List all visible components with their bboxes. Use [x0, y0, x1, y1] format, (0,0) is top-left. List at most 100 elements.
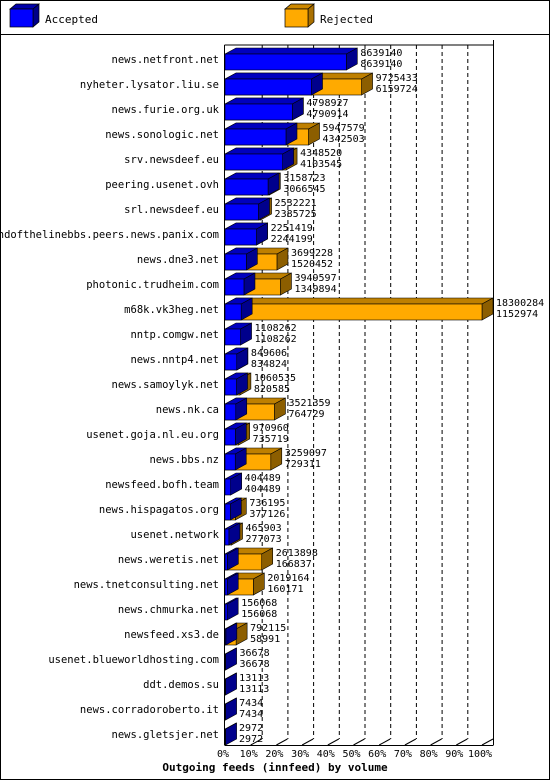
- bar-accepted: [224, 222, 268, 246]
- offered-value-label: 2972: [239, 723, 263, 734]
- offered-value-label: 2532221: [275, 198, 317, 209]
- bar-row: [224, 47, 358, 71]
- bar-row: [224, 622, 248, 646]
- category-label: news.sonologic.net: [105, 129, 219, 141]
- category-label: news.nk.ca: [156, 404, 219, 416]
- grid-floor-line: [456, 738, 468, 746]
- x-tick-label: 90%: [445, 749, 463, 760]
- bar-row: [224, 197, 272, 221]
- accepted-value-label: 36678: [240, 659, 270, 670]
- offered-value-label: 13113: [239, 673, 269, 684]
- offered-value-label: 156068: [241, 598, 277, 609]
- offered-value-label: 4798927: [306, 98, 348, 109]
- grid-floor-line: [301, 738, 314, 746]
- x-tick-label: 60%: [368, 749, 386, 760]
- accepted-value-label: 1520452: [291, 259, 333, 270]
- bar-row: [224, 322, 252, 346]
- bar-accepted: [224, 122, 298, 146]
- bar-accepted: [224, 372, 248, 396]
- bar-row: [224, 722, 237, 746]
- category-labels: news.netfront.net nyheter.lysator.liu.se n…: [0, 54, 220, 741]
- bar-accepted-front: [224, 453, 236, 471]
- bar-row: [224, 647, 237, 671]
- bar-row: [224, 597, 239, 621]
- legend-accepted-label: Accepted: [45, 13, 98, 26]
- offered-value-label: 4348520: [300, 148, 342, 159]
- accepted-value-label: 404489: [245, 484, 281, 495]
- category-label: srv.newsdeef.eu: [124, 154, 219, 166]
- bar-row: [224, 347, 249, 371]
- bar-accepted-top: [224, 72, 323, 80]
- bar-accepted: [224, 722, 237, 746]
- accepted-value-label: 1108262: [255, 334, 297, 345]
- x-tick-label: 30%: [291, 749, 309, 760]
- offered-value-label: 3259097: [285, 448, 327, 459]
- category-label: news.bbs.nz: [149, 454, 219, 466]
- category-label: ddt.demos.su: [143, 679, 219, 691]
- category-label: news.tnetconsulting.net: [74, 579, 219, 591]
- bar-accepted-front: [224, 428, 236, 446]
- bar-accepted-front: [224, 703, 226, 721]
- x-tick-label: 50%: [342, 749, 360, 760]
- accepted-value-label: 156068: [241, 609, 277, 620]
- grid-floor-line: [327, 738, 340, 746]
- category-label: news.corradoroberto.it: [80, 704, 219, 716]
- accepted-value-label: 834824: [251, 359, 287, 370]
- bar-row: [224, 672, 237, 696]
- offered-value-label: 970960: [253, 423, 289, 434]
- x-tick-label: 20%: [265, 749, 283, 760]
- bars: [224, 47, 494, 746]
- category-label: news.dne3.net: [137, 254, 219, 266]
- bar-accepted-front: [224, 153, 283, 171]
- bar-accepted-top: [224, 122, 298, 130]
- category-label: photonic.trudheim.com: [86, 279, 219, 291]
- offered-value-label: 2019164: [267, 573, 309, 584]
- bar-accepted: [224, 172, 280, 196]
- bar-accepted-front: [224, 78, 312, 96]
- offered-value-label: 792115: [250, 623, 286, 634]
- bar-row: [224, 172, 281, 196]
- category-label: newsfeed.bofh.team: [105, 479, 219, 491]
- accepted-value-label: 13113: [239, 684, 269, 695]
- bar-accepted-front: [224, 253, 247, 271]
- bar-accepted: [224, 247, 258, 271]
- accepted-value-label: 166837: [276, 559, 312, 570]
- bar-accepted: [224, 422, 247, 446]
- accepted-value-label: 735719: [253, 434, 289, 445]
- category-label: usenet.network: [130, 529, 219, 541]
- x-tick-label: 100%: [468, 749, 492, 760]
- bar-accepted: [224, 147, 294, 171]
- x-axis-ticks: 0% 10% 20% 30% 40% 50% 60% 70% 80% 90% 100%: [217, 749, 492, 760]
- bar-rejected: [224, 297, 494, 321]
- bar-accepted-front: [224, 378, 237, 396]
- category-label: news.samoylyk.net: [112, 379, 219, 391]
- offered-value-label: 3521359: [288, 398, 330, 409]
- bar-row: [224, 397, 286, 421]
- bar-accepted-front: [224, 653, 226, 671]
- bar-accepted: [224, 572, 239, 596]
- bar-accepted: [224, 697, 237, 721]
- accepted-value-label: 820585: [254, 384, 290, 395]
- category-label: nntp.comgw.net: [130, 329, 219, 341]
- grid-floor-line: [353, 738, 365, 746]
- bar-accepted-front: [224, 553, 228, 571]
- grid-floor-line: [481, 738, 494, 746]
- legend: Accepted Rejected: [9, 3, 373, 28]
- category-label: news.nntp4.net: [130, 354, 219, 366]
- x-tick-label: 0%: [217, 749, 229, 760]
- bar-row: [224, 372, 252, 396]
- bar-accepted: [224, 472, 242, 496]
- bar-row: [224, 222, 268, 246]
- bar-accepted: [224, 597, 239, 621]
- legend-rejected-front: [284, 8, 309, 28]
- bar-accepted-front: [224, 728, 226, 746]
- accepted-value-label: 8639140: [360, 59, 402, 70]
- bar-accepted-front: [224, 328, 241, 346]
- bar-accepted: [224, 622, 238, 646]
- bar-row: [224, 122, 320, 146]
- bar-accepted-front: [224, 528, 230, 546]
- bar-row: [224, 697, 237, 721]
- bar-accepted: [224, 272, 256, 296]
- bar-accepted: [224, 672, 237, 696]
